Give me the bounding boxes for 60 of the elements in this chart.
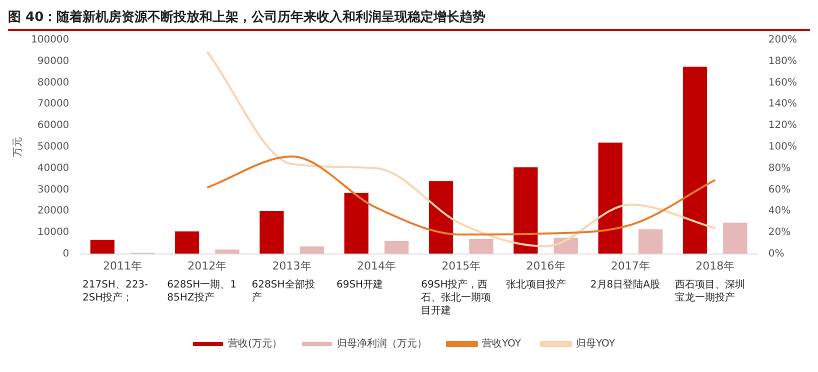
y2-tick-label: 120%	[768, 120, 798, 132]
bar	[723, 222, 748, 254]
y2-tick-label: 200%	[768, 34, 798, 46]
text: 69SH开建	[336, 278, 384, 290]
text: 69SH投产，西石、张北一期项目开建	[421, 278, 492, 316]
x-tick-label: 2012年	[188, 259, 227, 272]
bar	[428, 181, 454, 254]
legend-label: 营收(万元）	[228, 338, 282, 350]
bar	[174, 231, 200, 254]
bar	[682, 66, 708, 254]
y2-tick-label: 160%	[768, 77, 798, 88]
x-tick-label: 2014年	[356, 259, 396, 272]
bar	[384, 240, 409, 254]
line-series	[206, 156, 716, 236]
y-tick-label: 80000	[37, 77, 70, 88]
x-tick-label: 2011年	[103, 259, 142, 272]
y-tick-label: 60000	[37, 120, 70, 132]
text: 628SH一期、185HZ投产	[167, 278, 236, 304]
legend-label: 归母净利润（万元）	[336, 338, 427, 350]
y-tick-label: 10000	[37, 227, 70, 238]
text: 628SH全部投产	[252, 278, 315, 304]
y2-tick-label: 20%	[768, 227, 791, 238]
y-tick-label: 90000	[37, 56, 70, 67]
x-tick-label: 2017年	[610, 259, 650, 272]
y2-tick-label: 0%	[768, 248, 784, 260]
y2-tick-label: 140%	[768, 98, 798, 110]
legend-label: 营收YOY	[482, 338, 522, 350]
text: 张北项目投产	[506, 278, 566, 290]
bar	[598, 142, 622, 254]
bar	[260, 211, 284, 254]
y-tick-label: 30000	[37, 184, 70, 196]
bar	[344, 192, 368, 254]
y-tick-label: 100000	[30, 34, 70, 46]
y2-tick-label: 180%	[768, 56, 798, 67]
bar	[90, 240, 114, 254]
x-tick-label: 2018年	[696, 259, 735, 272]
y-axis-title: 万元	[12, 136, 24, 157]
text: 2月8日登陆A股	[590, 278, 660, 290]
line-series	[206, 50, 716, 248]
bar	[638, 229, 663, 254]
y-tick-label: 20000	[37, 206, 70, 217]
x-tick-label: 2015年	[442, 259, 481, 272]
bar	[514, 167, 538, 254]
y2-tick-label: 100%	[768, 141, 798, 152]
y2-tick-label: 80%	[768, 162, 791, 174]
y2-tick-label: 60%	[768, 184, 791, 196]
y-tick-label: 0	[62, 248, 70, 260]
bar	[469, 238, 494, 254]
bar	[300, 246, 324, 254]
bar	[215, 250, 240, 254]
x-tick-label: 2016年	[526, 259, 566, 272]
chart-title: 图 40：随着新机房资源不断投放和上架，公司历年来收入和利润呈现稳定增长趋势	[8, 8, 810, 31]
text: 西石项目、深圳宝龙一期投产	[675, 278, 746, 304]
legend-label: 归母YOY	[576, 338, 616, 350]
text: 217SH、223-2SH投产；	[82, 279, 149, 304]
x-tick-label: 2013年	[272, 259, 312, 272]
y-tick-label: 40000	[37, 162, 70, 174]
y2-tick-label: 40%	[768, 206, 791, 217]
y-tick-label: 70000	[37, 98, 70, 110]
y-tick-label: 50000	[37, 141, 70, 152]
